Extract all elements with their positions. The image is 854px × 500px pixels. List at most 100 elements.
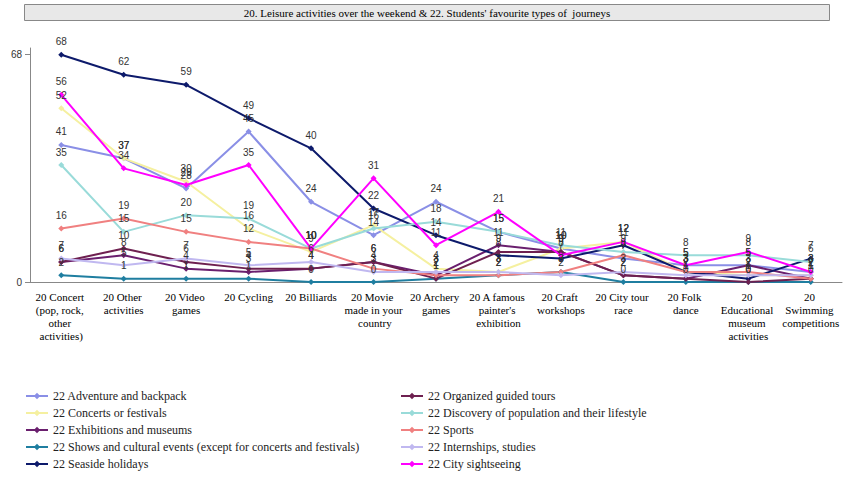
svg-text:22 Sports: 22 Sports (428, 423, 474, 437)
svg-text:3: 3 (621, 253, 627, 264)
svg-text:22 Internships, studies: 22 Internships, studies (428, 440, 536, 454)
svg-text:15: 15 (118, 213, 130, 224)
svg-text:22 Exhibitions and museums: 22 Exhibitions and museums (53, 423, 192, 437)
svg-text:activities: activities (104, 304, 144, 316)
svg-text:16: 16 (243, 210, 255, 221)
svg-text:31: 31 (368, 160, 380, 171)
svg-text:20 Other: 20 Other (103, 291, 145, 303)
svg-text:22 City sightseeing: 22 City sightseeing (428, 457, 521, 471)
svg-text:5: 5 (683, 247, 689, 258)
svg-text:0: 0 (308, 264, 314, 275)
svg-text:20 Movie: 20 Movie (351, 291, 396, 303)
svg-text:3: 3 (496, 253, 502, 264)
svg-text:3: 3 (371, 253, 377, 264)
svg-text:20: 20 (181, 197, 193, 208)
svg-text:41: 41 (56, 126, 68, 137)
svg-text:22 Organized guided tours: 22 Organized guided tours (428, 389, 556, 403)
svg-text:activities: activities (728, 330, 768, 342)
svg-text:11: 11 (431, 227, 442, 238)
svg-text:20. Leisure activities over th: 20. Leisure activities over the weekend … (244, 7, 610, 19)
svg-text:10: 10 (306, 230, 318, 241)
svg-text:19: 19 (118, 200, 130, 211)
svg-text:5: 5 (121, 247, 127, 258)
svg-text:68: 68 (56, 36, 68, 47)
svg-text:22 Concerts or festivals: 22 Concerts or festivals (53, 406, 167, 420)
svg-text:1: 1 (183, 260, 189, 271)
svg-text:35: 35 (56, 147, 68, 158)
svg-text:5: 5 (683, 247, 689, 258)
svg-text:20 Video: 20 Video (165, 291, 208, 303)
svg-text:other: other (49, 317, 74, 329)
svg-text:29: 29 (181, 167, 193, 178)
svg-text:painter's: painter's (479, 304, 519, 316)
svg-text:8: 8 (558, 237, 564, 248)
svg-text:made in your: made in your (345, 304, 403, 316)
svg-text:15: 15 (181, 213, 193, 224)
svg-text:7: 7 (183, 240, 189, 251)
svg-text:22 Shows and cultural events (: 22 Shows and cultural events (except for… (53, 440, 359, 454)
svg-text:24: 24 (306, 183, 318, 194)
svg-text:7: 7 (58, 240, 64, 251)
svg-text:8: 8 (621, 237, 627, 248)
svg-text:20 City tour: 20 City tour (595, 291, 651, 303)
svg-text:competitions: competitions (782, 317, 839, 329)
svg-text:16: 16 (56, 210, 68, 221)
svg-text:dance: dance (673, 304, 699, 316)
svg-text:15: 15 (493, 213, 505, 224)
svg-text:12: 12 (618, 223, 630, 234)
svg-text:20 A famous: 20 A famous (469, 291, 527, 303)
svg-text:62: 62 (118, 56, 130, 67)
svg-text:20 Folk: 20 Folk (668, 291, 705, 303)
svg-text:12: 12 (243, 223, 255, 234)
svg-text:1: 1 (246, 260, 252, 271)
svg-text:52: 52 (56, 90, 68, 101)
svg-text:24: 24 (430, 183, 442, 194)
svg-text:20 Concert: 20 Concert (36, 291, 87, 303)
svg-text:20 Cycling: 20 Cycling (224, 291, 273, 303)
svg-text:12: 12 (618, 223, 630, 234)
svg-text:10: 10 (306, 230, 318, 241)
svg-text:games: games (172, 304, 200, 316)
svg-text:59: 59 (181, 66, 193, 77)
svg-text:15: 15 (493, 213, 505, 224)
svg-text:9: 9 (496, 233, 502, 244)
svg-text:Educational: Educational (721, 304, 776, 316)
svg-text:16: 16 (368, 210, 380, 221)
svg-text:68: 68 (11, 49, 23, 60)
svg-text:race: race (614, 304, 632, 316)
svg-text:5: 5 (246, 247, 252, 258)
svg-text:2: 2 (683, 257, 689, 268)
svg-text:22: 22 (368, 190, 380, 201)
svg-text:museum: museum (728, 317, 768, 329)
svg-text:0: 0 (371, 264, 377, 275)
svg-text:Swimming: Swimming (785, 304, 836, 316)
svg-text:country: country (355, 317, 392, 329)
svg-text:3: 3 (808, 253, 814, 264)
svg-text:21: 21 (493, 193, 505, 204)
svg-text:20 Craft: 20 Craft (541, 291, 580, 303)
svg-text:20: 20 (804, 291, 818, 303)
svg-text:6: 6 (308, 243, 314, 254)
svg-text:games: games (422, 304, 450, 316)
svg-text:22 Seaside holidays: 22 Seaside holidays (53, 457, 149, 471)
svg-text:20 Archery: 20 Archery (410, 291, 462, 303)
svg-text:35: 35 (243, 147, 255, 158)
svg-text:1: 1 (121, 260, 127, 271)
svg-text:workshops: workshops (537, 304, 585, 316)
svg-text:2: 2 (746, 257, 752, 268)
svg-text:3: 3 (496, 253, 502, 264)
svg-text:activities): activities) (40, 330, 84, 343)
svg-text:exhibition: exhibition (476, 317, 521, 329)
svg-text:2: 2 (558, 257, 564, 268)
svg-text:3: 3 (808, 253, 814, 264)
svg-text:34: 34 (118, 150, 130, 161)
svg-text:22 Discovery of population and: 22 Discovery of population and their lif… (428, 406, 647, 420)
svg-text:2: 2 (58, 257, 64, 268)
svg-text:2: 2 (746, 257, 752, 268)
svg-text:(pop, rock,: (pop, rock, (36, 304, 87, 317)
svg-text:18: 18 (430, 203, 442, 214)
svg-text:19: 19 (243, 200, 255, 211)
svg-text:10: 10 (306, 230, 318, 241)
svg-text:20: 20 (741, 291, 755, 303)
svg-text:10: 10 (118, 230, 130, 241)
